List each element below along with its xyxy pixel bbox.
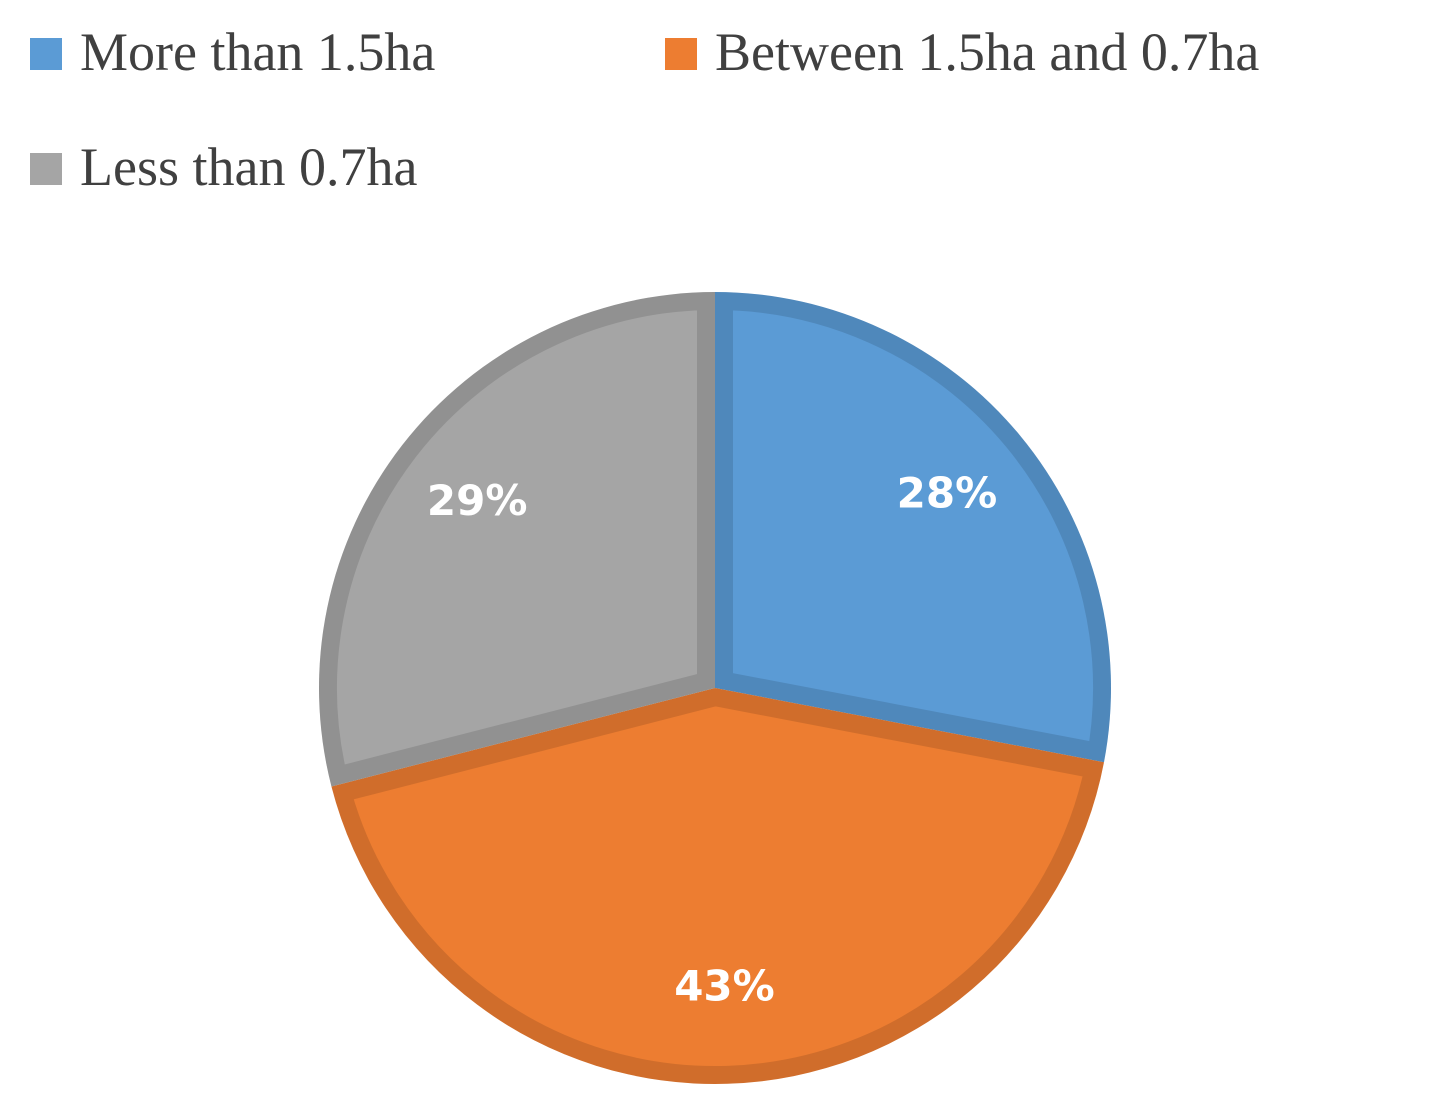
- data-label: 43%: [674, 961, 775, 1010]
- legend-label: Between 1.5ha and 0.7ha: [715, 22, 1259, 82]
- legend-swatch: [30, 153, 62, 185]
- data-label: 29%: [427, 476, 528, 525]
- slice: [715, 292, 1111, 763]
- data-label: 28%: [897, 469, 998, 518]
- slice: [318, 292, 715, 787]
- legend-swatch: [30, 38, 62, 70]
- slice-border: [331, 688, 1104, 1084]
- legend-swatch: [665, 38, 697, 70]
- legend-label: Less than 0.7ha: [80, 137, 417, 197]
- slice-border: [715, 292, 1111, 763]
- slice: [331, 688, 1104, 1084]
- slice-border: [318, 292, 715, 787]
- legend-label: More than 1.5ha: [80, 22, 435, 82]
